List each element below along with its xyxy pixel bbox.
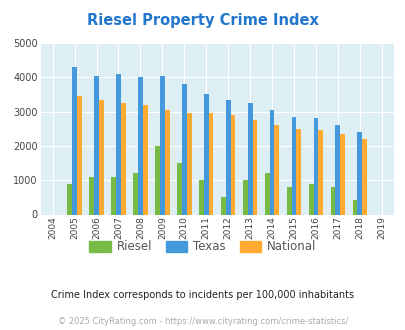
Bar [208, 113, 213, 214]
Bar [177, 163, 181, 215]
Bar [313, 118, 318, 214]
Text: Riesel Property Crime Index: Riesel Property Crime Index [87, 13, 318, 28]
Bar [352, 200, 356, 214]
Bar [230, 115, 235, 214]
Bar [181, 84, 186, 214]
Bar [94, 76, 99, 214]
Text: Crime Index corresponds to incidents per 100,000 inhabitants: Crime Index corresponds to incidents per… [51, 290, 354, 300]
Bar [203, 94, 208, 214]
Bar [225, 100, 230, 214]
Bar [361, 139, 366, 214]
Bar [133, 173, 138, 214]
Bar [291, 117, 296, 214]
Bar [330, 187, 335, 214]
Bar [121, 103, 126, 214]
Bar [89, 177, 94, 215]
Legend: Riesel, Texas, National: Riesel, Texas, National [84, 236, 321, 258]
Bar [339, 134, 344, 214]
Bar [198, 180, 203, 214]
Bar [111, 177, 116, 215]
Bar [242, 180, 247, 214]
Bar [77, 96, 82, 214]
Bar [296, 129, 301, 214]
Bar [318, 130, 322, 214]
Bar [67, 183, 72, 214]
Text: © 2025 CityRating.com - https://www.cityrating.com/crime-statistics/: © 2025 CityRating.com - https://www.city… [58, 317, 347, 326]
Bar [269, 110, 274, 214]
Bar [286, 187, 291, 214]
Bar [220, 197, 225, 215]
Bar [264, 173, 269, 214]
Bar [164, 110, 169, 214]
Bar [160, 76, 164, 214]
Bar [99, 100, 104, 214]
Bar [155, 146, 160, 214]
Bar [247, 103, 252, 214]
Bar [143, 105, 147, 214]
Bar [274, 125, 279, 214]
Bar [335, 125, 339, 214]
Bar [252, 120, 257, 214]
Bar [356, 132, 361, 214]
Bar [138, 77, 143, 214]
Bar [116, 74, 121, 214]
Bar [72, 67, 77, 214]
Bar [308, 183, 313, 214]
Bar [186, 113, 191, 214]
